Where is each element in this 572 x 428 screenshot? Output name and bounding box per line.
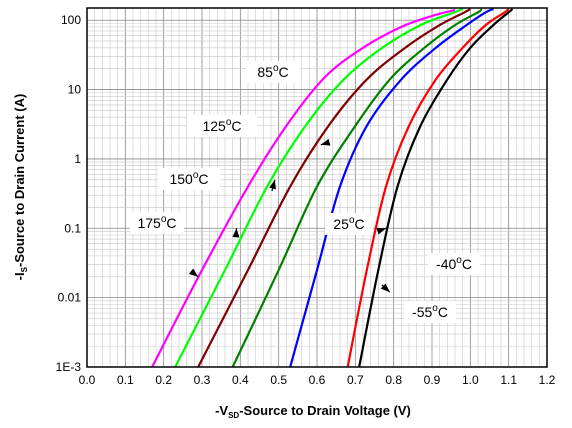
series-lines (151, 8, 514, 367)
x-tick-label: 0.9 (424, 373, 441, 387)
annotation-arrow-head (320, 138, 331, 146)
annotation-label: 25oC (325, 213, 373, 235)
annotation-box (158, 168, 220, 190)
series-line--55C (358, 8, 514, 367)
annotation-temp-value: 125 (202, 118, 226, 134)
annotation-text: -55oC (412, 303, 448, 320)
y-axis-title: -IS-Source to Drain Current (A) (12, 94, 29, 281)
x-axis-title-rest: -Source to Drain Voltage (V) (239, 403, 411, 418)
annotation-text: 125oC (202, 117, 241, 134)
annotation-degree-mark: o (349, 215, 355, 226)
annotation-box (325, 213, 373, 235)
annotation-text: 150oC (169, 170, 208, 187)
annotation-temp-value: 175 (137, 215, 161, 231)
series-clip-group (151, 8, 514, 367)
annotation-degree-mark: o (226, 117, 232, 128)
x-tick-label: 1.0 (462, 373, 479, 387)
annotation-unit: C (462, 256, 472, 272)
annotation-temp-value: 85 (257, 64, 273, 80)
annotation-degree-mark: o (456, 255, 462, 266)
annotation-degree-mark: o (273, 63, 279, 74)
series-line--40C (346, 8, 510, 367)
x-axis-title: -VSD-Source to Drain Voltage (V) (215, 403, 411, 420)
annotation-arrow-head (376, 227, 386, 235)
y-tick-label: 0.1 (64, 221, 81, 235)
x-tick-label: 1.2 (539, 373, 556, 387)
annotation-box (428, 253, 480, 275)
annotation-temp-value: -40 (436, 256, 456, 272)
series-line-150C (174, 8, 464, 367)
y-axis-title-rest: -Source to Drain Current (A) (12, 94, 27, 267)
y-tick-label: 100 (61, 13, 81, 27)
x-tick-label: 1.1 (500, 373, 517, 387)
series-line-25C (289, 8, 494, 367)
annotation-temp-value: 150 (169, 171, 193, 187)
y-tick-label: 1E-3 (56, 360, 82, 374)
y-tick-label: 1 (74, 152, 81, 166)
annotation-box (246, 61, 300, 83)
annotation-label: 125oC (187, 115, 277, 192)
annotation-unit: C (166, 215, 176, 231)
annotation-arrow-head (269, 179, 277, 190)
y-axis-title-subscript: S (20, 266, 29, 272)
x-tick-label: 0.8 (385, 373, 402, 387)
annotation-unit: C (231, 118, 241, 134)
annotation-degree-mark: o (161, 214, 167, 225)
annotation-unit: C (438, 304, 448, 320)
annotation-degree-mark: o (432, 303, 438, 314)
annotation-text: 175oC (137, 214, 176, 231)
y-axis-title-prefix: -I (12, 272, 27, 280)
annotation-label: 85oC (246, 61, 331, 146)
x-axis-title-subscript: SD (228, 411, 239, 420)
annotation-label: -40oC (376, 227, 480, 275)
x-tick-label: 0.5 (270, 373, 287, 387)
x-tick-label: 0.4 (232, 373, 249, 387)
x-tick-label: 0.1 (117, 373, 134, 387)
annotation-arrow-head (232, 228, 240, 238)
annotation-box (187, 115, 257, 137)
x-tick-label: 0.2 (155, 373, 172, 387)
annotation-degree-mark: o (193, 170, 199, 181)
series-line-85C (231, 8, 483, 367)
annotation-label: -55oC (380, 283, 456, 323)
x-axis-title-prefix: -V (215, 403, 228, 418)
x-tick-label: 0.7 (347, 373, 364, 387)
annotation-unit: C (198, 171, 208, 187)
x-tick-label: 0.0 (79, 373, 96, 387)
plot-frame (86, 7, 548, 368)
x-tick-label: 0.3 (194, 373, 211, 387)
annotation-text: 25oC (333, 215, 364, 232)
annotation-label: 175oC (130, 212, 199, 278)
annotation-label: 150oC (158, 168, 240, 238)
annotation-box (130, 212, 184, 234)
annotation-unit: C (355, 216, 365, 232)
annotation-temp-value: -55 (412, 304, 432, 320)
annotation-unit: C (279, 64, 289, 80)
series-line-175C (151, 9, 456, 367)
tick-labels: 0.0 0.1 0.2 0.3 0.4 0.5 0.6 0.7 0.8 0.9 1.0 1.1 1.2 1… (56, 13, 556, 387)
x-tick-label: 0.6 (309, 373, 326, 387)
y-tick-label: 0.01 (58, 291, 82, 305)
series-line-125C (197, 8, 471, 367)
annotation-text: -40oC (436, 255, 472, 272)
annotation-temp-value: 25 (333, 216, 349, 232)
annotation-arrow-head (380, 283, 390, 293)
y-tick-label: 10 (68, 83, 82, 97)
annotation-box (404, 301, 456, 323)
annotation-text: 85oC (257, 63, 288, 80)
annotation-arrow-head (188, 268, 199, 277)
